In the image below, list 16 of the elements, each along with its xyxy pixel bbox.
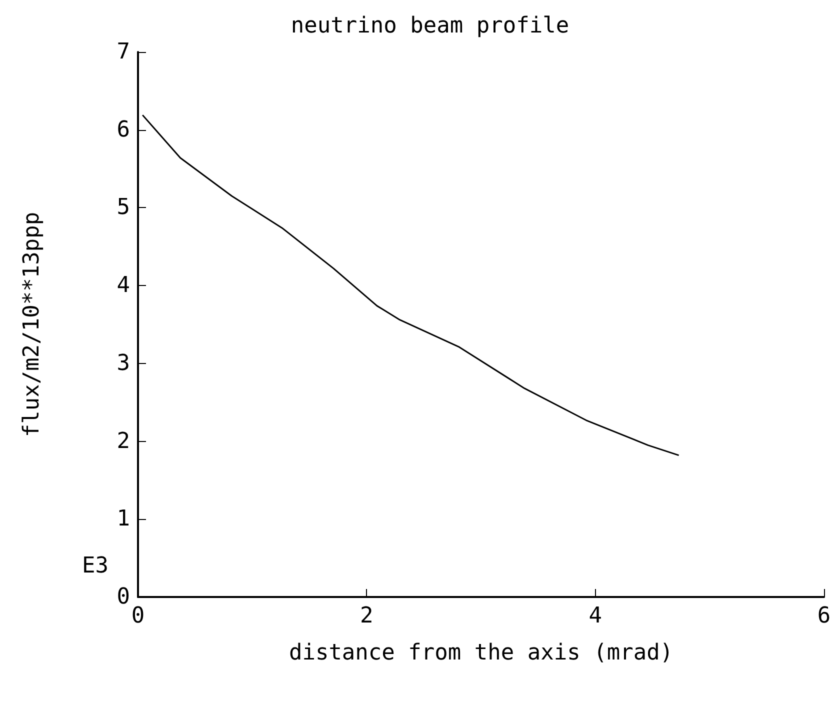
x-tick-label: 4	[588, 604, 602, 628]
chart-title: neutrino beam profile	[290, 14, 570, 38]
y-tick-label: 3	[116, 350, 130, 376]
y-tick-label: 4	[116, 273, 130, 298]
x-tick-label: 2	[360, 604, 374, 628]
y-tick-label: 5	[116, 195, 130, 220]
y-tick-label: 1	[116, 506, 130, 532]
y-tick-label: 7	[116, 40, 130, 64]
y-tick-label: 6	[116, 117, 130, 142]
x-axis-title: distance from the axis (mrad)	[288, 640, 674, 666]
y-tick-label: 0	[116, 584, 130, 610]
y-axis-title: flux/m2/10**13ppp	[20, 212, 44, 438]
y-tick-label: 2	[116, 428, 130, 454]
x-tick-label: 6	[817, 604, 831, 628]
text: E3	[82, 554, 108, 578]
line-series	[142, 114, 680, 456]
